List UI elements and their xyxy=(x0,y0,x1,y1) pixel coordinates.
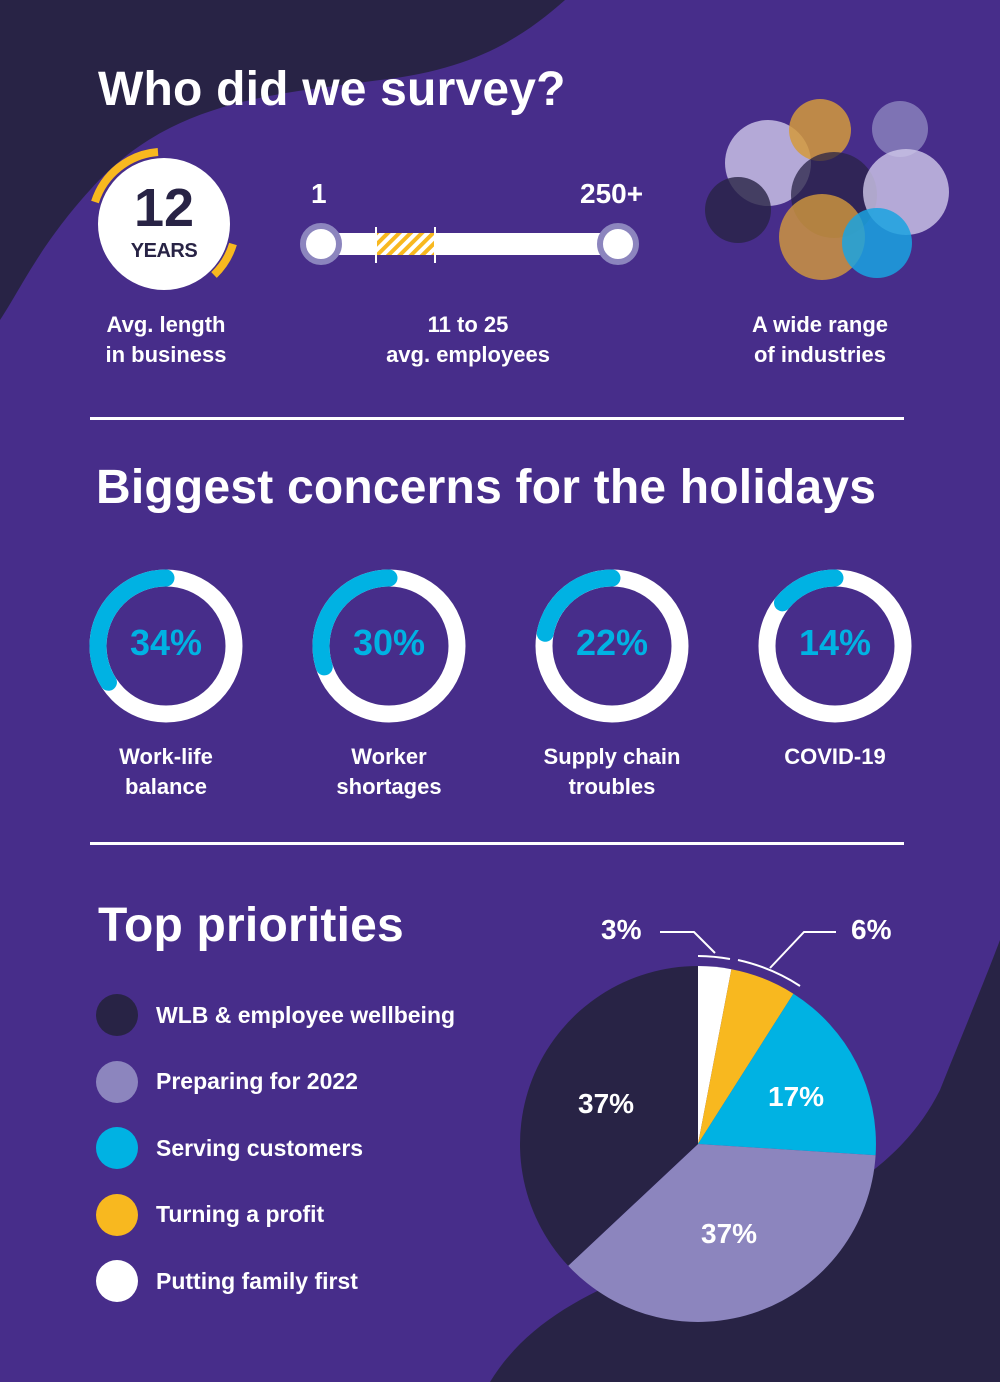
concern-caption-line2: troubles xyxy=(568,774,656,799)
progress-ring-icon xyxy=(312,569,466,723)
pie-label-family: 3% xyxy=(601,914,642,945)
legend-item-customers: Serving customers xyxy=(96,1127,455,1169)
concern-caption: Worker shortages xyxy=(279,742,499,802)
industries-caption-line1: A wide range xyxy=(751,312,889,337)
priorities-pie-chart xyxy=(520,931,876,1322)
priorities-title: Top priorities xyxy=(98,899,404,952)
concern-caption: Supply chain troubles xyxy=(502,742,722,802)
survey-title: Who did we survey? xyxy=(98,63,566,116)
years-caption-line2: in business xyxy=(105,342,227,367)
legend-label: Preparing for 2022 xyxy=(156,1068,358,1094)
legend-label: Serving customers xyxy=(156,1134,364,1161)
years-badge: 12 YEARS xyxy=(86,146,242,302)
concern-ring-covid: 14% xyxy=(755,566,915,726)
concern-pct: 30% xyxy=(352,622,426,663)
legend-label: Turning a profit xyxy=(156,1201,325,1227)
pie-label-profit: 6% xyxy=(851,914,892,945)
years-unit: YEARS xyxy=(130,240,198,262)
legend-label: Putting family first xyxy=(156,1267,358,1294)
employees-caption-line1: 11 to 25 xyxy=(427,312,509,337)
employee-range-bar xyxy=(300,223,639,265)
industries-caption-line2: of industries xyxy=(753,342,886,367)
years-caption: Avg. length in business xyxy=(66,310,266,370)
range-max-knob xyxy=(597,223,639,265)
concern-pct: 22% xyxy=(575,622,649,663)
legend-item-preparing: Preparing for 2022 xyxy=(96,1060,455,1103)
legend-label: WLB & employee wellbeing xyxy=(156,1001,456,1028)
industries-bubbles-icon xyxy=(705,99,949,280)
legend-item-family: Putting family first xyxy=(96,1260,455,1302)
years-caption-line1: Avg. length xyxy=(106,312,226,337)
top-left-blob xyxy=(0,0,565,320)
employees-caption-line2: avg. employees xyxy=(386,342,550,367)
concern-caption-line1: COVID-19 xyxy=(784,744,886,769)
legend-swatch-icon xyxy=(96,1193,138,1236)
priorities-legend: WLB & employee wellbeing Preparing for 2… xyxy=(96,994,455,1327)
concern-pct: 34% xyxy=(129,622,203,663)
range-min-label: 1 xyxy=(311,178,327,209)
legend-swatch-icon xyxy=(96,1060,138,1103)
concern-caption: Work-life balance xyxy=(56,742,276,802)
concern-caption-line1: Work-life xyxy=(119,744,213,769)
range-max-label: 250+ xyxy=(580,178,644,209)
pie-label-wlb: 37% xyxy=(578,1088,635,1119)
pie-slice-wlb xyxy=(520,966,698,1266)
callout-line-profit xyxy=(769,931,836,969)
legend-item-wlb: WLB & employee wellbeing xyxy=(96,994,455,1036)
concern-ring-worker-shortages: 30% xyxy=(309,566,469,726)
concern-caption-line1: Worker xyxy=(351,744,427,769)
legend-swatch-icon xyxy=(96,994,138,1036)
pie-label-customers: 17% xyxy=(768,1081,825,1112)
progress-ring-icon xyxy=(89,569,243,723)
employees-caption: 11 to 25 avg. employees xyxy=(358,310,578,370)
divider-2 xyxy=(90,842,904,845)
concern-caption-line2: balance xyxy=(125,774,207,799)
concern-pct: 14% xyxy=(798,622,872,663)
bottom-right-blob xyxy=(490,940,1000,1382)
industries-caption: A wide range of industries xyxy=(710,310,930,370)
concern-caption-line2: shortages xyxy=(336,774,442,799)
range-min-knob xyxy=(300,223,342,265)
progress-ring-icon xyxy=(535,569,689,723)
pie-slice-family xyxy=(698,966,732,1144)
concerns-title: Biggest concerns for the holidays xyxy=(96,461,877,514)
concern-ring-work-life: 34% xyxy=(86,566,246,726)
legend-item-profit: Turning a profit xyxy=(96,1193,455,1236)
legend-swatch-icon xyxy=(96,1127,138,1169)
pie-slice-profit xyxy=(698,969,794,1144)
concern-caption: COVID-19 xyxy=(725,742,945,772)
pie-slice-customers xyxy=(698,993,876,1156)
concern-ring-supply-chain: 22% xyxy=(532,566,692,726)
progress-ring-icon xyxy=(758,569,912,723)
concern-caption-line1: Supply chain xyxy=(543,744,681,769)
pie-slice-preparing xyxy=(568,1144,876,1322)
legend-swatch-icon xyxy=(96,1260,138,1302)
pie-label-preparing: 37% xyxy=(701,1218,758,1249)
years-ring-icon xyxy=(91,148,237,290)
years-value: 12 xyxy=(133,178,195,238)
divider-1 xyxy=(90,417,904,420)
callout-line-family xyxy=(660,931,716,954)
